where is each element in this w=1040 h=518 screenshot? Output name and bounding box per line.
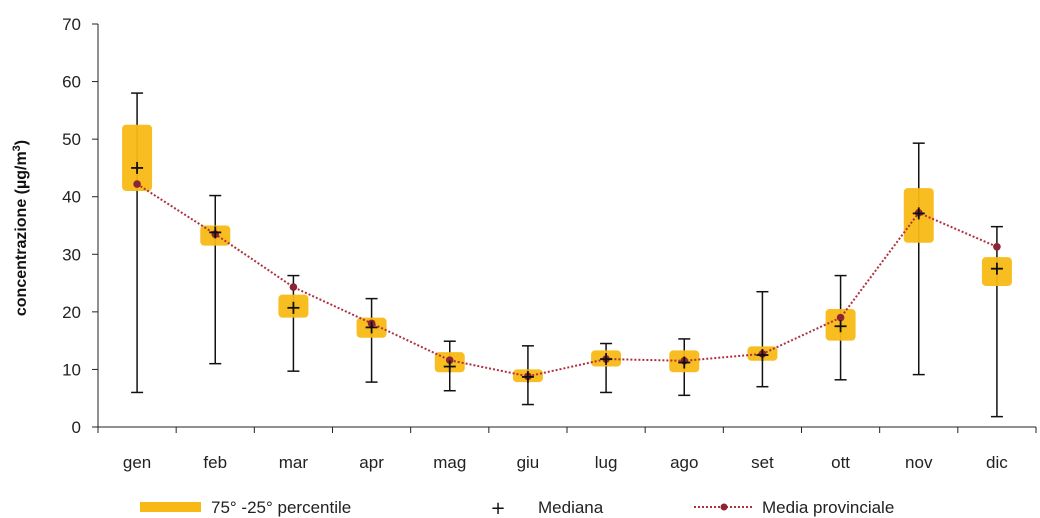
y-tick-label: 30 [62, 245, 81, 264]
y-axis-title-close: ) [13, 140, 30, 145]
x-tick-label: mar [279, 453, 309, 472]
x-tick-label: ago [670, 453, 698, 472]
x-tick-label: ott [831, 453, 850, 472]
mean-point [289, 283, 298, 291]
y-tick-label: 60 [62, 73, 81, 92]
legend-mean-label: Media provinciale [762, 498, 894, 517]
legend-item-median: + Mediana [490, 498, 603, 518]
mean-line-path [136, 183, 998, 378]
legend-item-mean: Media provinciale [694, 498, 894, 517]
y-tick-label: 50 [62, 130, 81, 149]
legend-item-box: 75° -25° percentile [140, 498, 351, 517]
x-tick-label: lug [595, 453, 618, 472]
y-tick-label: 40 [62, 188, 81, 207]
percentile-box [122, 124, 153, 191]
x-tick-label: feb [203, 453, 227, 472]
y-axis-title-text: concentrazione (µg/m [13, 151, 30, 316]
y-tick-label: 0 [72, 418, 81, 437]
mean-point [133, 180, 141, 188]
y-axis-title-superscript: 3 [11, 145, 23, 151]
x-tick-label: mag [433, 453, 466, 472]
mean-line [133, 180, 1001, 381]
y-tick-label: 10 [62, 360, 81, 379]
mean-point [445, 356, 454, 365]
legend: 75° -25° percentile + Mediana Media prov… [140, 498, 894, 518]
percentile-boxes [122, 124, 1012, 383]
y-axis-title: concentrazione (µg/m3) [11, 140, 30, 316]
axes [97, 24, 1036, 428]
legend-median-marker: + [490, 498, 505, 518]
y-axis-ticks: 0 10 20 30 40 50 60 70 [62, 15, 98, 437]
x-tick-label: set [751, 453, 774, 472]
legend-median-label: Mediana [538, 498, 604, 517]
x-tick-label: giu [517, 453, 540, 472]
whiskers [131, 92, 1003, 418]
mean-point [993, 243, 1001, 251]
legend-box-label: 75° -25° percentile [211, 498, 351, 517]
median-markers [131, 161, 1003, 383]
mean-point [836, 313, 845, 322]
x-axis-ticks: gen feb mar apr mag giu lug ago set ott nov dic [97, 427, 1037, 472]
x-tick-label: apr [359, 453, 384, 472]
y-tick-label: 20 [62, 303, 81, 322]
y-tick-label: 70 [62, 15, 81, 34]
x-tick-label: nov [905, 453, 933, 472]
x-tick-label: gen [123, 453, 151, 472]
legend-mean-marker [720, 503, 728, 511]
svg-text:concentrazione (µg/m3): concentrazione (µg/m3) [11, 140, 30, 316]
x-tick-label: dic [986, 453, 1008, 472]
